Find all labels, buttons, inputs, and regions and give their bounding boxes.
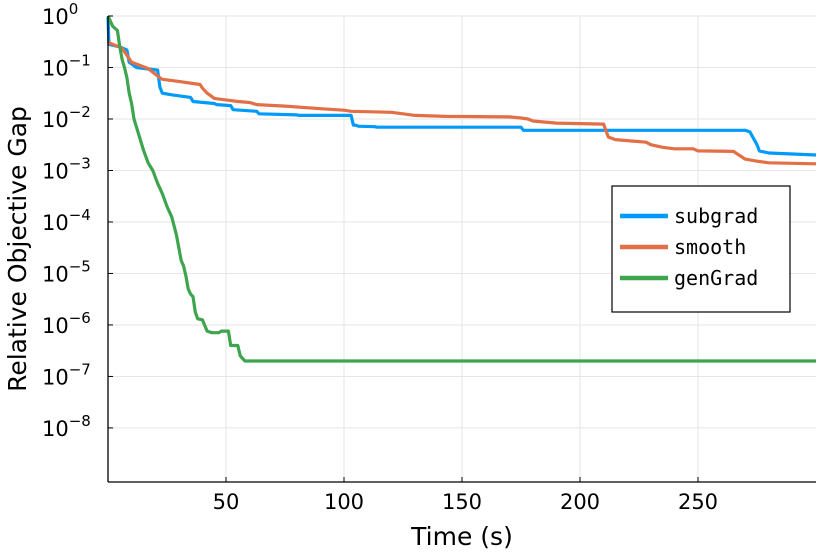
y-tick-base: 10 xyxy=(42,159,69,183)
y-tick-label: 10−4 xyxy=(42,206,91,235)
plot-frame xyxy=(107,15,816,483)
y-tick-base: 10 xyxy=(42,5,69,29)
y-tick-base: 10 xyxy=(42,314,69,338)
x-axis-title: Time (s) xyxy=(410,522,513,551)
y-tick-exponent: −4 xyxy=(69,206,91,224)
y-tick-base: 10 xyxy=(42,262,69,286)
y-tick-label: 10−7 xyxy=(42,360,91,389)
series-layer xyxy=(106,15,817,363)
y-tick-base: 10 xyxy=(42,365,69,389)
y-tick-label: 10−8 xyxy=(42,412,91,441)
y-tick-label: 10−3 xyxy=(42,154,91,183)
y-tick-label: 10−5 xyxy=(42,257,91,286)
x-tick-label: 250 xyxy=(678,490,718,514)
y-tick-base: 10 xyxy=(42,211,69,235)
x-tick-label: 50 xyxy=(213,490,240,514)
y-tick-exponent: −3 xyxy=(69,154,91,172)
y-tick-base: 10 xyxy=(42,56,69,80)
series-line-genGrad xyxy=(106,15,816,363)
y-tick-label: 10−6 xyxy=(42,309,91,338)
x-tick-label: 100 xyxy=(324,490,364,514)
y-tick-exponent: −2 xyxy=(69,103,91,121)
y-tick-label: 10−2 xyxy=(42,103,91,132)
tick-labels: 50 100 150 200 25010010−110−210−310−410−510−… xyxy=(42,0,718,514)
y-tick-base: 10 xyxy=(42,108,69,132)
y-tick-exponent: −7 xyxy=(69,360,91,378)
legend-label-subgrad: subgrad xyxy=(674,204,758,228)
x-tick-label: 150 xyxy=(442,490,482,514)
y-tick-exponent: −1 xyxy=(69,51,91,69)
y-tick-exponent: −6 xyxy=(69,309,91,327)
legend: subgrad smooth genGrad xyxy=(611,185,791,313)
legend-label-smooth: smooth xyxy=(674,235,746,259)
y-tick-label: 10−1 xyxy=(42,51,91,80)
legend-label-genGrad: genGrad xyxy=(674,266,758,290)
x-tick-label: 200 xyxy=(560,490,600,514)
series-line-smooth xyxy=(106,40,817,166)
series-line-subgrad xyxy=(106,17,817,157)
y-tick-label: 100 xyxy=(42,0,78,29)
y-tick-exponent: 0 xyxy=(69,0,79,18)
y-tick-exponent: −5 xyxy=(69,257,91,275)
y-axis-title: Relative Objective Gap xyxy=(3,106,32,392)
y-tick-base: 10 xyxy=(42,417,69,441)
y-tick-exponent: −8 xyxy=(69,412,91,430)
